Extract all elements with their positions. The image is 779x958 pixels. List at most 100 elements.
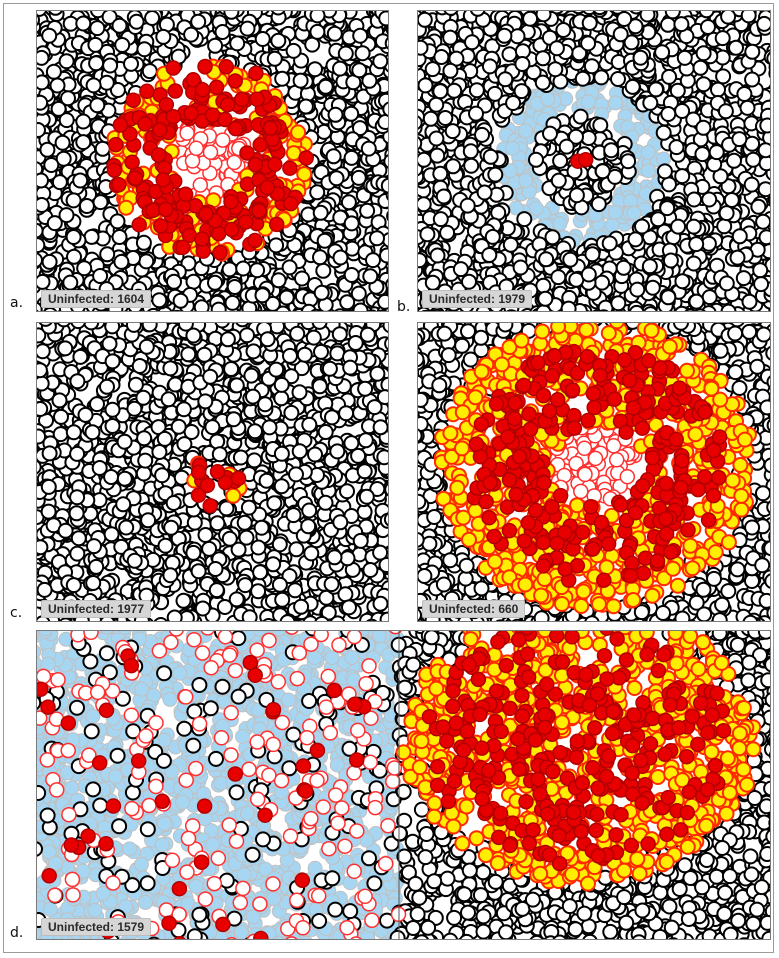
uninfected-cell: [376, 389, 388, 406]
uninfected-cell: [126, 400, 143, 417]
uninfected-cell: [360, 140, 377, 157]
uninfected-cell: [228, 377, 245, 394]
uninfected-cell: [688, 293, 705, 310]
uninfected-cell: [66, 248, 82, 265]
cell-field-c: [37, 323, 388, 621]
uninfected-cell: [418, 196, 432, 213]
uninfected-cell: [243, 367, 260, 384]
uninfected-cell: [431, 308, 443, 311]
uninfected-cell: [639, 11, 656, 23]
uninfected-cell: [528, 151, 544, 168]
uninfected-cell: [65, 229, 82, 245]
uninfected-cell: [424, 274, 441, 291]
uninfected-cell: [715, 68, 732, 85]
uninfected-cell: [584, 246, 601, 263]
uninfected-cell: [743, 176, 760, 193]
uninfected-cell: [65, 424, 82, 441]
uninfected-cell: [708, 144, 725, 161]
producing-cell: [190, 487, 207, 503]
uninfected-cell: [185, 327, 202, 344]
uninfected-cell: [173, 309, 182, 311]
cell-field-c-right: [418, 323, 770, 621]
uninfected-cell: [372, 419, 388, 436]
producing-cell: [259, 179, 276, 196]
uninfected-cell: [226, 279, 243, 295]
cleared-cell: [540, 91, 556, 107]
uninfected-cell: [674, 168, 691, 185]
uninfected-cell: [767, 11, 770, 14]
uninfected-cell: [513, 83, 530, 100]
producing-cell: [158, 201, 174, 218]
producing-cell: [177, 186, 194, 203]
uninfected-cell: [317, 78, 334, 95]
producing-cell: [202, 498, 218, 514]
uninfected-cell: [432, 211, 449, 228]
uninfected-cell: [610, 295, 627, 311]
uninfected-cell: [160, 391, 177, 408]
simulation-panel-a: Uninfected: 1604: [36, 10, 389, 312]
uninfected-cell: [506, 309, 517, 311]
uninfected-cell: [655, 124, 672, 141]
producing-cell: [227, 73, 243, 89]
uninfected-cell: [516, 211, 533, 228]
uninfected-cell: [767, 194, 770, 206]
uninfected-cell: [728, 39, 744, 56]
producing-cell: [247, 156, 264, 173]
uninfected-cell: [642, 94, 659, 111]
uninfected-cell: [247, 423, 263, 440]
uninfected-cell: [239, 20, 256, 37]
uninfected-cell: [343, 215, 360, 232]
uninfected-cell: [484, 228, 501, 245]
uninfected-cell: [281, 259, 298, 276]
uninfected-cell: [89, 97, 106, 114]
uninfected-cell: [359, 326, 376, 343]
uninfected-cell: [660, 16, 676, 33]
uninfected-cell: [135, 465, 152, 482]
uninfected-cell: [221, 530, 238, 547]
uninfected-cell: [332, 249, 349, 266]
uninfected-cell: [224, 294, 241, 311]
producing-cell: [155, 172, 171, 188]
uninfected-cell: [300, 323, 317, 331]
uninfected-cell: [627, 18, 644, 35]
uninfected-cell: [223, 11, 240, 20]
uninfected-cell: [378, 11, 388, 27]
uninfected-cell: [674, 103, 691, 119]
uninfected-cell: [350, 285, 367, 302]
producing-cell: [208, 79, 225, 96]
uninfected-cell: [339, 483, 355, 500]
uninfected-cell: [94, 140, 111, 157]
uninfected-cell: [37, 401, 49, 417]
producing-cell: [122, 126, 138, 142]
simulation-panel-c-right: Uninfected: 660: [417, 322, 771, 622]
uninfected-cell: [186, 514, 203, 531]
uninfected-cell: [37, 172, 49, 189]
uninfected-cell: [245, 343, 262, 360]
uninfected-cell: [245, 388, 261, 405]
cleared-cell: [518, 173, 534, 188]
uninfected-cell: [321, 11, 338, 19]
uninfected-cell: [369, 230, 385, 247]
uninfected-cell: [338, 405, 355, 422]
uninfected-cell: [446, 82, 463, 99]
uninfected-cell: [170, 418, 187, 435]
uninfected-cell: [190, 13, 207, 30]
uninfected-cell: [555, 22, 572, 38]
uninfected-cell: [756, 15, 770, 32]
uninfected-cell: [279, 614, 296, 621]
uninfected-cell: [268, 361, 285, 378]
uninfected-cell: [211, 446, 228, 463]
cell-field-a: [37, 11, 388, 311]
uninfected-cell: [37, 252, 43, 268]
uninfected-cell: [62, 274, 79, 291]
uninfected-cell: [300, 518, 317, 535]
uninfected-cell: [75, 134, 92, 151]
uninfected-cell: [37, 459, 42, 475]
uninfected-cell: [442, 29, 459, 46]
uninfected-cell: [85, 575, 102, 591]
uninfected-cell: [574, 70, 591, 87]
uninfected-cell: [283, 368, 300, 385]
producing-cell: [210, 225, 227, 242]
uninfected-cell: [228, 591, 245, 608]
uninfected-cell: [172, 292, 189, 309]
